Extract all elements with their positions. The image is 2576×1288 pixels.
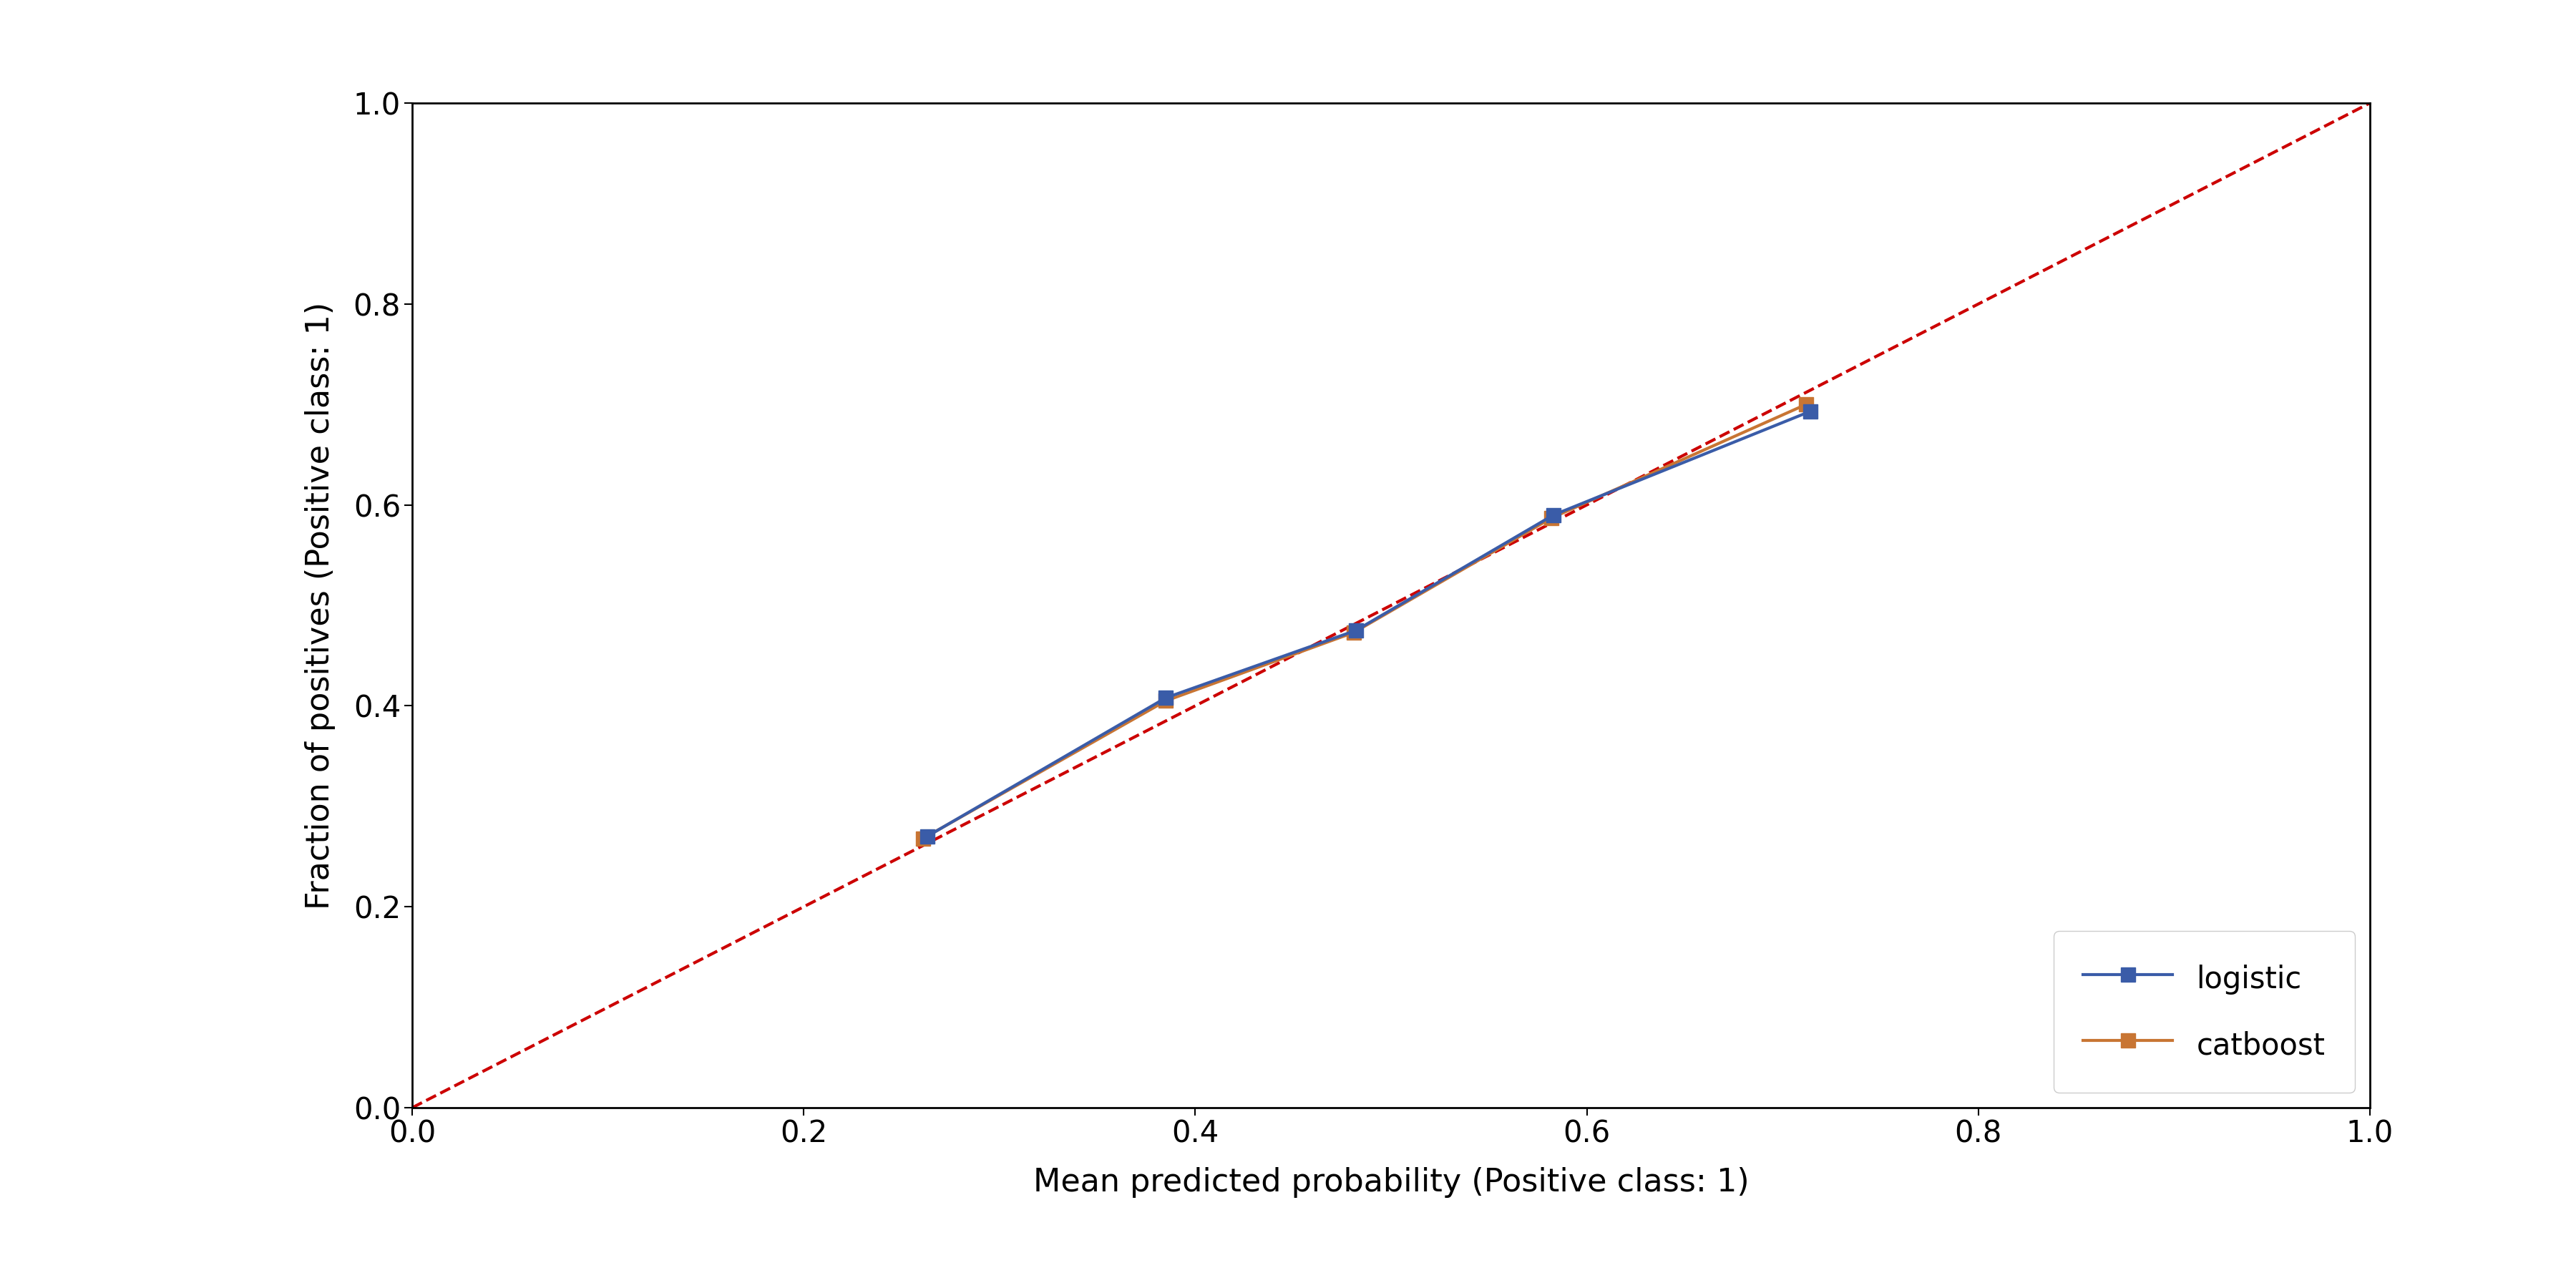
logistic	[912, 828, 943, 844]
X-axis label: Mean predicted probability (Positive class: 1): Mean predicted probability (Positive cla…	[1033, 1167, 1749, 1198]
Line: logistic: logistic	[920, 404, 1816, 844]
logistic	[1340, 623, 1370, 639]
catboost	[1151, 693, 1182, 708]
Y-axis label: Fraction of positives (Positive class: 1): Fraction of positives (Positive class: 1…	[304, 301, 335, 909]
logistic	[1538, 507, 1569, 523]
Legend: logistic, catboost: logistic, catboost	[2053, 930, 2354, 1092]
logistic	[1151, 690, 1182, 706]
logistic	[1795, 403, 1826, 419]
catboost	[907, 831, 938, 846]
Line: catboost: catboost	[917, 398, 1814, 845]
catboost	[1340, 625, 1370, 640]
catboost	[1790, 397, 1821, 412]
catboost	[1535, 510, 1566, 526]
